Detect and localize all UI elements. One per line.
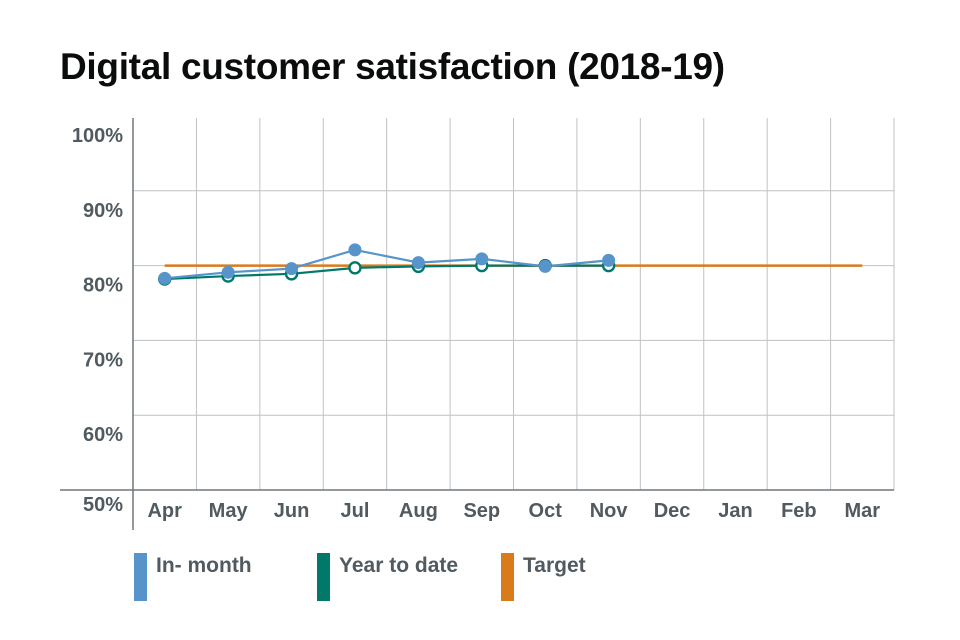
y-tick-label: 90% [83,200,123,222]
legend-swatch-year-to-date [317,553,330,601]
series-line-in-month [164,248,609,280]
x-tick-label: Aug [399,500,438,522]
point-year-to-date-jul [348,261,362,275]
point-in-month-aug [411,256,425,270]
x-tick-label: Apr [147,500,182,522]
legend-item-year-to-date: Year to date [317,553,458,603]
legend-swatch-target [501,553,514,601]
x-tick-label: Sep [463,500,500,522]
point-in-month-jun [285,262,299,276]
y-tick-label: 50% [83,494,123,516]
y-tick-label: 60% [83,424,123,446]
y-tick-label: 70% [83,349,123,371]
x-tick-label: Nov [590,500,629,522]
legend-label-year-to-date: Year to date [339,554,459,577]
x-tick-label: Dec [654,500,691,522]
point-in-month-oct [538,259,552,273]
x-tick-label: May [209,500,249,522]
point-in-month-nov [602,253,616,267]
legend-item-in-month: In- month [134,553,252,603]
x-tick-label: Oct [529,500,563,522]
chart-title: Digital customer satisfaction (2018-19) [60,46,725,87]
legend-label-in-month: In- month [156,554,252,577]
point-in-month-apr [158,271,172,285]
x-tick-label: Jan [718,500,752,522]
legend-item-target: Target [501,553,586,603]
point-in-month-may [221,265,235,279]
legend-label-target: Target [523,554,586,577]
x-tick-label: Jul [341,500,370,522]
x-tick-label: Mar [845,500,881,522]
y-tick-label: 80% [83,275,123,297]
x-tick-label: Feb [781,500,817,522]
legend-swatch-in-month [134,553,147,601]
x-tick-label: Jun [274,500,310,522]
point-in-month-jul [348,243,362,257]
y-tick-label: 100% [72,125,123,147]
point-in-month-sep [475,252,489,266]
